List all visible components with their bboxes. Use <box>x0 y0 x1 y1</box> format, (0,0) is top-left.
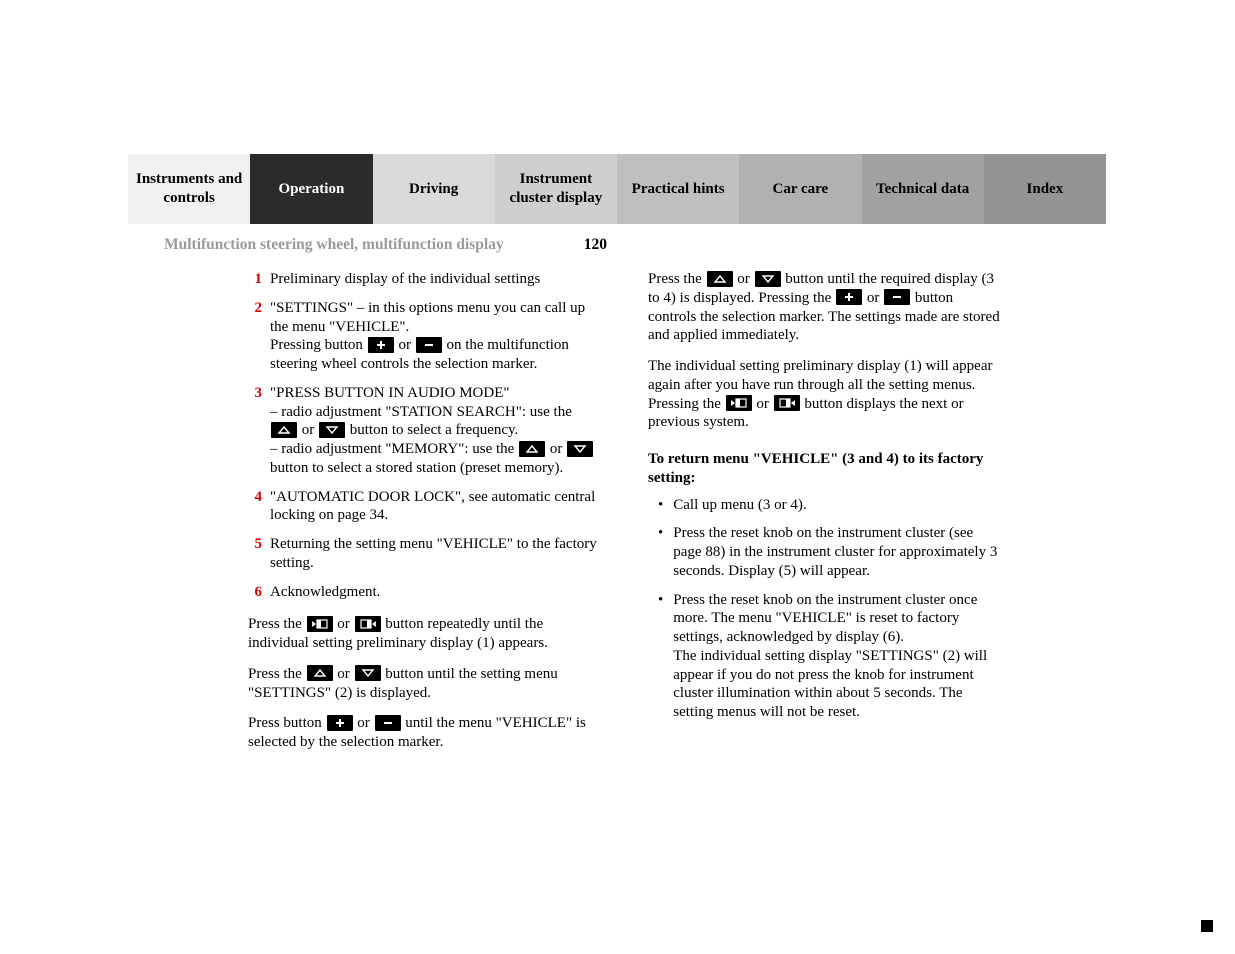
plus-icon <box>368 337 394 353</box>
page-prev-icon <box>307 616 333 632</box>
list-number: 3 <box>248 384 262 478</box>
content-columns: 1 Preliminary display of the individual s… <box>128 270 1106 764</box>
list-number: 5 <box>248 535 262 573</box>
up-arrow-icon <box>307 665 333 681</box>
bullet-list: Call up menu (3 or 4). Press the reset kn… <box>648 496 1000 722</box>
chapter-tab[interactable]: Index <box>984 154 1106 224</box>
down-arrow-icon <box>355 665 381 681</box>
list-body: "PRESS BUTTON IN AUDIO MODE"– radio adju… <box>270 384 600 478</box>
plus-icon <box>836 289 862 305</box>
footer-mark <box>1201 920 1213 932</box>
paragraph: The individual setting preliminary displ… <box>648 357 1000 432</box>
chapter-tab[interactable]: Practical hints <box>617 154 739 224</box>
page-number: 120 <box>584 236 607 254</box>
paragraph: Press the or button repeatedly until the… <box>248 615 600 653</box>
page-next-icon <box>774 395 800 411</box>
up-arrow-icon <box>271 422 297 438</box>
chapter-tab[interactable]: Instruments and controls <box>128 154 250 224</box>
list-body: Returning the setting menu "VEHICLE" to … <box>270 535 600 573</box>
list-number: 2 <box>248 299 262 374</box>
bullet-item: Call up menu (3 or 4). <box>648 496 1000 515</box>
list-number: 1 <box>248 270 262 289</box>
list-item: 1 Preliminary display of the individual s… <box>248 270 600 289</box>
list-body: Acknowledgment. <box>270 583 600 602</box>
minus-icon <box>375 715 401 731</box>
bullet-item: Press the reset knob on the instrument c… <box>648 524 1000 580</box>
list-item: 4"AUTOMATIC DOOR LOCK", see automatic ce… <box>248 488 600 526</box>
list-item: 5Returning the setting menu "VEHICLE" to… <box>248 535 600 573</box>
chapter-tabs: Instruments and controlsOperationDriving… <box>128 154 1106 224</box>
list-number: 4 <box>248 488 262 526</box>
right-column: Press the or button until the required d… <box>648 270 1000 764</box>
page-next-icon <box>355 616 381 632</box>
bullet-text: Call up menu (3 or 4). <box>673 496 806 515</box>
list-item: 2"SETTINGS" – in this options menu you c… <box>248 299 600 374</box>
down-arrow-icon <box>319 422 345 438</box>
chapter-tab[interactable]: Instrument cluster display <box>495 154 617 224</box>
manual-page: Instruments and controlsOperationDriving… <box>128 154 1106 764</box>
down-arrow-icon <box>567 441 593 457</box>
up-arrow-icon <box>519 441 545 457</box>
left-paragraphs: Press the or button repeatedly until the… <box>248 615 600 752</box>
list-number: 6 <box>248 583 262 602</box>
bullet-item: Press the reset knob on the instrument c… <box>648 591 1000 722</box>
bullet-text: Press the reset knob on the instrument c… <box>673 524 1000 580</box>
chapter-tab[interactable]: Driving <box>373 154 495 224</box>
plus-icon <box>327 715 353 731</box>
list-body: "SETTINGS" – in this options menu you ca… <box>270 299 600 374</box>
paragraph: Press the or button until the required d… <box>648 270 1000 345</box>
left-column: 1 Preliminary display of the individual s… <box>248 270 600 764</box>
paragraph: Press the or button until the setting me… <box>248 665 600 703</box>
factory-reset-heading: To return menu "VEHICLE" (3 and 4) to it… <box>648 450 1000 488</box>
list-item: 6 Acknowledgment. <box>248 583 600 602</box>
list-body: "AUTOMATIC DOOR LOCK", see automatic cen… <box>270 488 600 526</box>
section-title: Multifunction steering wheel, multifunct… <box>164 236 504 254</box>
numbered-list: 1 Preliminary display of the individual s… <box>248 270 600 601</box>
chapter-tab[interactable]: Operation <box>250 154 372 224</box>
up-arrow-icon <box>707 271 733 287</box>
list-item: 3"PRESS BUTTON IN AUDIO MODE"– radio adj… <box>248 384 600 478</box>
list-body: Preliminary display of the individual se… <box>270 270 600 289</box>
chapter-tab[interactable]: Technical data <box>862 154 984 224</box>
minus-icon <box>416 337 442 353</box>
down-arrow-icon <box>755 271 781 287</box>
minus-icon <box>884 289 910 305</box>
right-paragraphs: Press the or button until the required d… <box>648 270 1000 432</box>
page-header: Multifunction steering wheel, multifunct… <box>128 236 1106 254</box>
page-prev-icon <box>726 395 752 411</box>
bullet-text: Press the reset knob on the instrument c… <box>673 591 1000 722</box>
paragraph: Press button or until the menu "VEHICLE"… <box>248 714 600 752</box>
chapter-tab[interactable]: Car care <box>739 154 861 224</box>
